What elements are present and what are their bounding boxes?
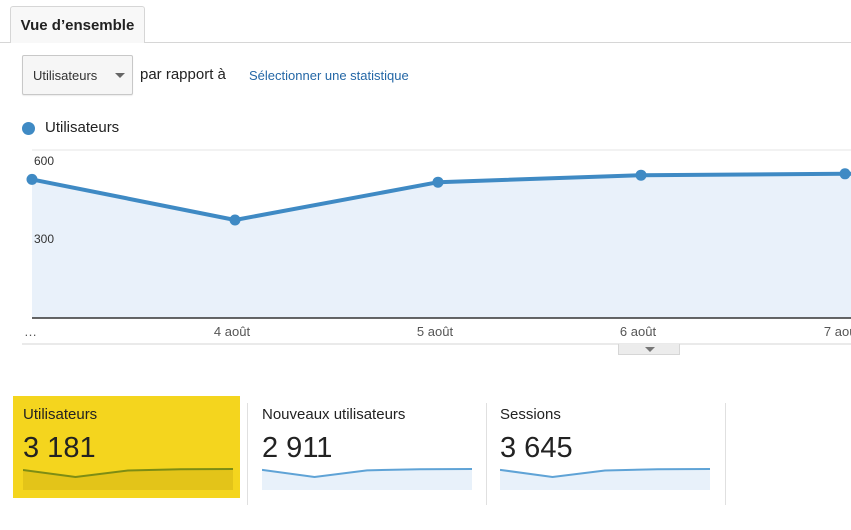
sparkline-area: [23, 469, 233, 490]
sparkline-line: [23, 468, 233, 479]
series-area: [32, 173, 851, 318]
chart-collapse-handle[interactable]: [618, 344, 680, 355]
card-new-users-label: Nouveaux utilisateurs: [262, 406, 406, 423]
caret-down-icon: [115, 73, 125, 78]
card-sessions[interactable]: Sessions 3 645: [490, 396, 722, 498]
card-users[interactable]: Utilisateurs 3 181: [13, 396, 240, 498]
users-line-chart[interactable]: 600 300 … 4 août 5 août 6 août 7 août: [0, 140, 851, 360]
collapse-arrow-icon: [645, 347, 655, 352]
x-tick-label: 6 août: [620, 324, 657, 339]
sparkline-area: [262, 469, 472, 490]
card-divider: [725, 403, 726, 505]
x-tick-label: 4 août: [214, 324, 251, 339]
y-tick-label: 600: [34, 154, 54, 168]
x-tick-label: 5 août: [417, 324, 454, 339]
data-point: [839, 168, 851, 180]
card-users-label: Utilisateurs: [23, 406, 98, 423]
card-users-value: 3 181: [23, 432, 96, 464]
card-divider: [486, 403, 487, 505]
chart-svg: 600 300 … 4 août 5 août 6 août 7 août: [22, 149, 851, 345]
card-users-sparkline: [23, 468, 233, 490]
y-tick-label: 300: [34, 232, 54, 246]
x-tick-label: …: [24, 324, 37, 339]
select-metric-link[interactable]: Sélectionner une statistique: [249, 68, 409, 83]
data-point: [26, 173, 38, 185]
sparkline-line: [500, 468, 710, 479]
sparkline-area: [500, 469, 710, 490]
card-sessions-label: Sessions: [500, 406, 561, 423]
compare-text: par rapport à: [140, 66, 226, 83]
sparkline-line: [262, 468, 472, 479]
data-point: [229, 214, 241, 226]
card-sessions-sparkline: [500, 468, 710, 490]
card-new-users-value: 2 911: [262, 432, 333, 464]
legend-dot-icon: [22, 122, 35, 135]
x-tick-label: 7 août: [824, 324, 851, 339]
card-new-users-sparkline: [262, 468, 472, 490]
data-point: [432, 176, 444, 188]
metric-dropdown[interactable]: Utilisateurs: [22, 55, 133, 95]
metric-dropdown-value: Utilisateurs: [33, 68, 98, 83]
legend-label: Utilisateurs: [45, 119, 120, 136]
tab-overview[interactable]: Vue d’ensemble: [10, 6, 145, 43]
card-sessions-value: 3 645: [500, 432, 573, 464]
data-point: [635, 169, 647, 181]
card-divider: [247, 403, 248, 505]
tab-divider: [0, 42, 851, 43]
card-new-users[interactable]: Nouveaux utilisateurs 2 911: [252, 396, 482, 498]
